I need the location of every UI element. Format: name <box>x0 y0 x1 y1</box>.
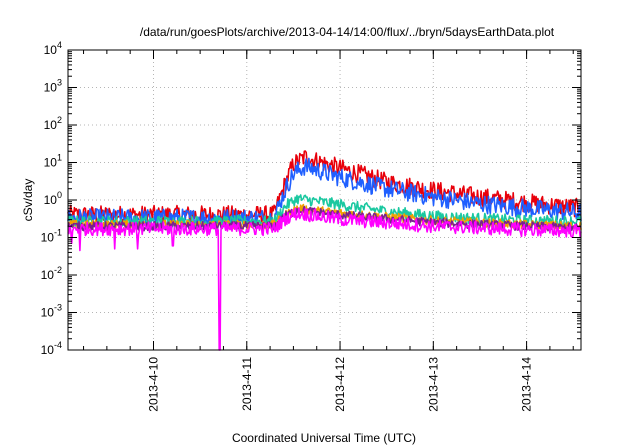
y-tick-label: 103 <box>44 78 62 95</box>
y-tick-label: 101 <box>44 153 62 170</box>
series-line-4 <box>67 205 582 233</box>
ticks <box>68 49 581 351</box>
series-line-2 <box>67 194 582 228</box>
x-tick-label: 2013-4-12 <box>333 357 347 412</box>
x-tick-label: 2013-4-14 <box>520 357 534 412</box>
x-tick-label: 2013-4-11 <box>240 357 254 411</box>
y-axis-label: cSv/day <box>21 179 35 222</box>
y-tick-label: 10-1 <box>41 228 62 245</box>
y-tick-label: 102 <box>44 115 62 132</box>
x-tick-labels: 2013-4-10 2013-4-11 2013-4-12 2013-4-13 2013… <box>147 357 534 412</box>
series-line-5 <box>67 207 582 351</box>
y-tick-label: 104 <box>44 40 62 57</box>
x-tick-label: 2013-4-13 <box>426 357 440 412</box>
series-layer <box>67 150 582 351</box>
x-axis-label: Coordinated Universal Time (UTC) <box>232 431 416 445</box>
x-tick-label: 2013-4-10 <box>147 357 161 412</box>
series-line-0 <box>67 150 582 225</box>
y-tick-labels: 10-4 10-3 10-2 10-1 100 101 102 103 104 <box>41 40 62 357</box>
y-tick-label: 10-4 <box>41 340 62 357</box>
y-tick-label: 10-3 <box>41 303 62 320</box>
y-tick-label: 100 <box>44 190 62 207</box>
y-tick-label: 10-2 <box>41 265 62 282</box>
chart-title: /data/run/goesPlots/archive/2013-04-14/1… <box>140 25 555 39</box>
